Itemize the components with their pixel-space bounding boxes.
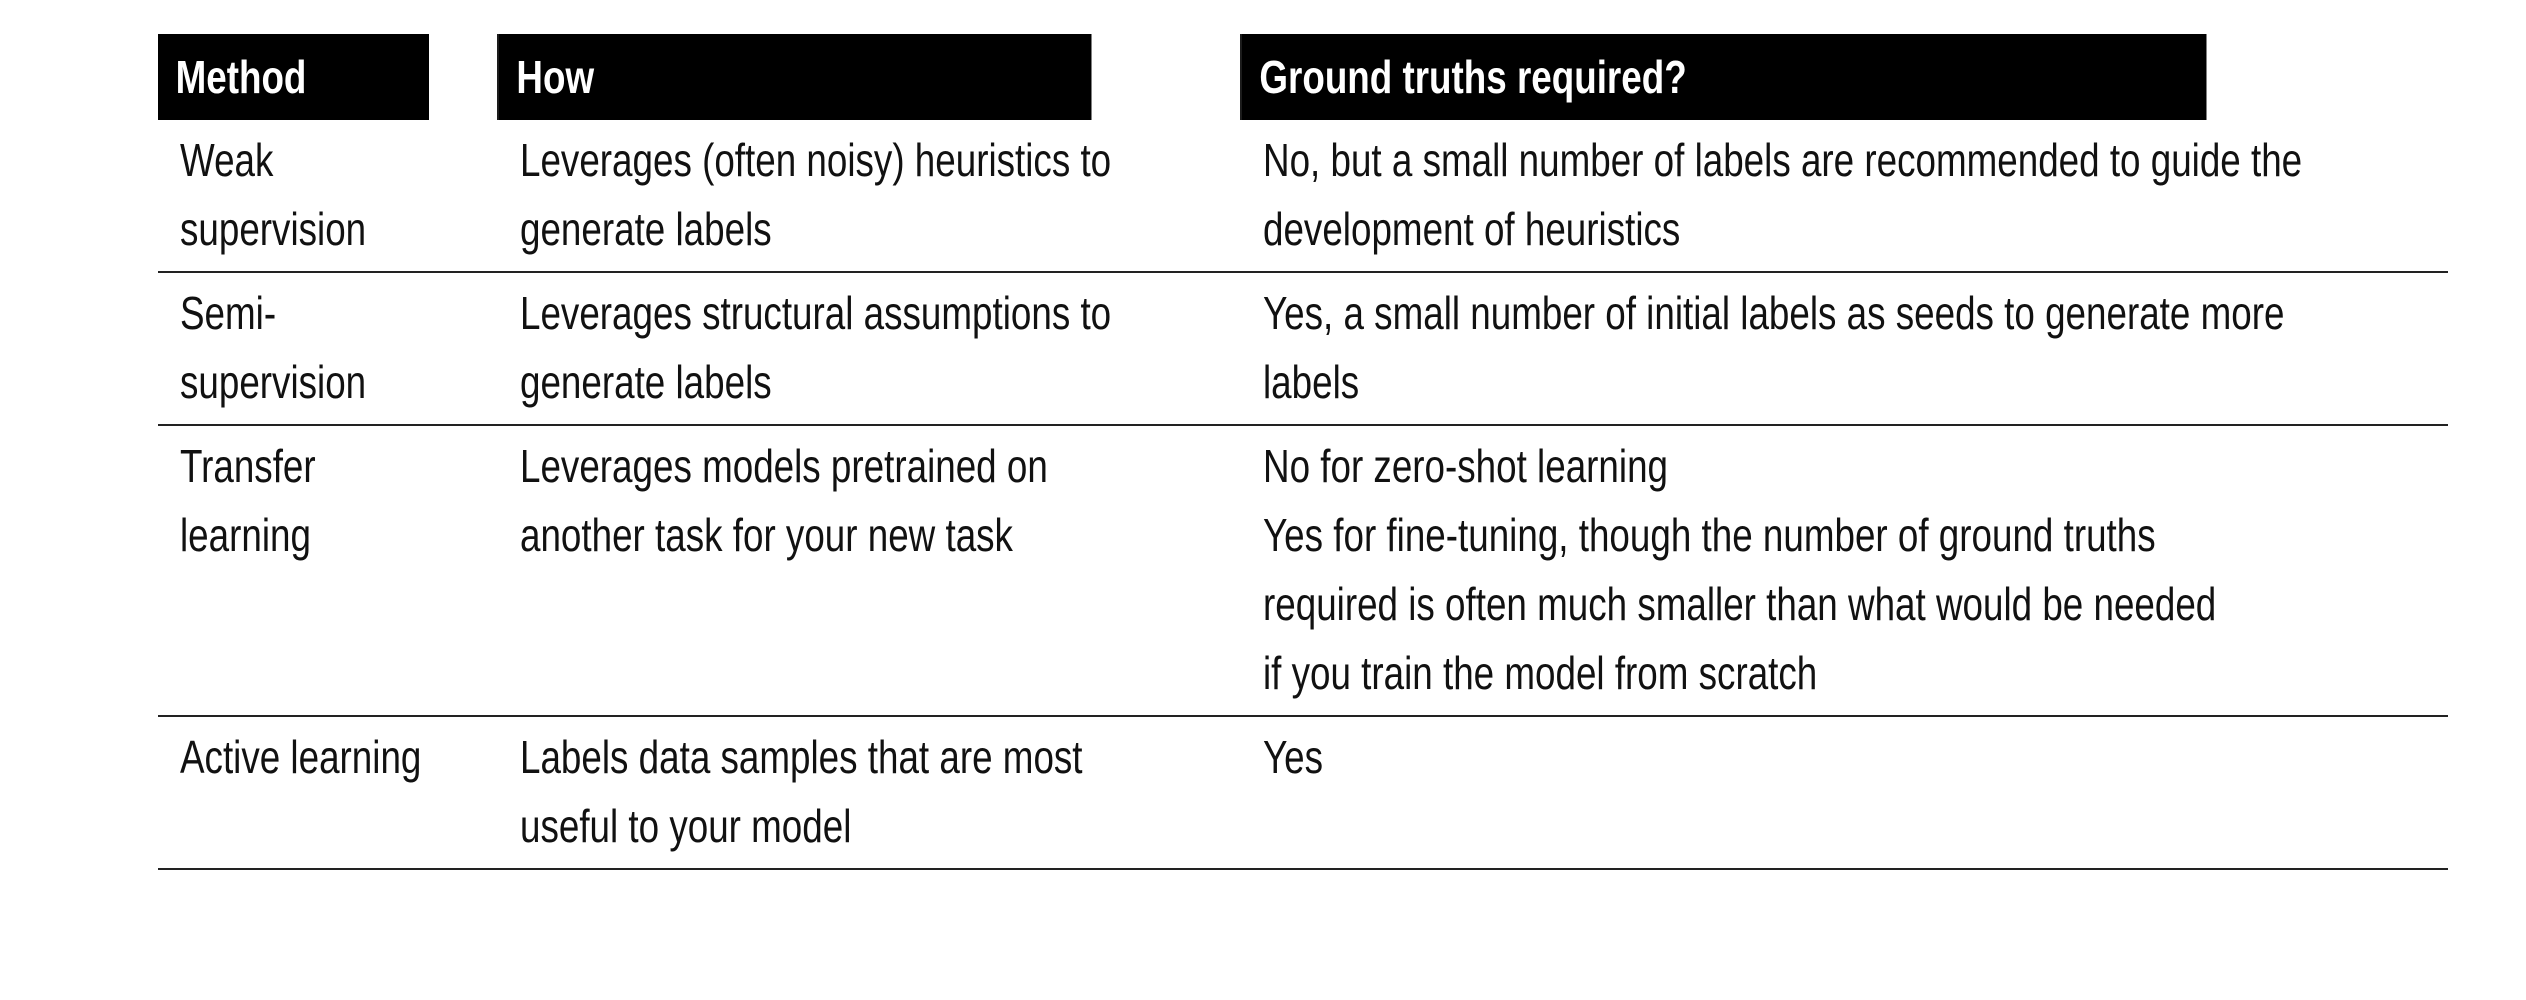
cell-method: Active learning: [158, 716, 498, 870]
cell-ground-truths: Yes: [1241, 716, 2448, 870]
table-header: Method How Ground truths required?: [158, 34, 2448, 120]
cell-line: another task for your new task: [520, 509, 1013, 561]
table-row: Weak supervision Leverages (often noisy)…: [158, 120, 2448, 273]
cell-line: supervision: [180, 356, 367, 408]
table-row: Active learning Labels data samples that…: [158, 716, 2448, 870]
table-row: Transfer learning Leverages models pretr…: [158, 425, 2448, 717]
cell-how: Labels data samples that are most useful…: [498, 716, 1241, 870]
cell-method: Weak supervision: [158, 120, 498, 273]
cell-line: Active learning: [180, 731, 422, 783]
cell-how: Leverages models pretrained on another t…: [498, 425, 1241, 717]
cell-line: Labels data samples that are most: [520, 731, 1083, 783]
cell-line: No, but a small number of labels are rec…: [1263, 134, 2303, 186]
header-row: Method How Ground truths required?: [158, 34, 2448, 120]
cell-line: Leverages structural assumptions to: [520, 287, 1112, 339]
cell-line: learning: [180, 509, 311, 561]
cell-how: Leverages structural assumptions to gene…: [498, 272, 1241, 426]
cell-line: development of heuristics: [1263, 203, 1681, 255]
cell-how: Leverages (often noisy) heuristics to ge…: [498, 120, 1241, 273]
cell-line: Semi-: [180, 287, 277, 339]
cell-line: labels: [1263, 356, 1360, 408]
cell-ground-truths: No, but a small number of labels are rec…: [1241, 120, 2448, 273]
header-how: How: [497, 34, 1093, 120]
cell-line: Leverages models pretrained on: [520, 440, 1048, 492]
cell-line: if you train the model from scratch: [1263, 647, 1818, 699]
cell-method: Transfer learning: [158, 425, 498, 717]
cell-line: Yes for fine-tuning, though the number o…: [1263, 509, 2156, 561]
cell-line: Transfer: [180, 440, 316, 492]
cell-line: No for zero-shot learning: [1263, 440, 1668, 492]
cell-line: generate labels: [520, 356, 772, 408]
cell-ground-truths: Yes, a small number of initial labels as…: [1241, 272, 2448, 426]
cell-line: useful to your model: [520, 800, 852, 852]
table-body: Weak supervision Leverages (often noisy)…: [158, 120, 2448, 870]
cell-line: required is often much smaller than what…: [1263, 578, 2217, 630]
cell-line: generate labels: [520, 203, 772, 255]
methods-table-container: Method How Ground truths required? Weak …: [158, 34, 2448, 870]
methods-table: Method How Ground truths required? Weak …: [158, 34, 2448, 870]
cell-method: Semi- supervision: [158, 272, 498, 426]
table-row: Semi- supervision Leverages structural a…: [158, 272, 2448, 426]
cell-line: Yes, a small number of initial labels as…: [1263, 287, 2285, 339]
header-method: Method: [158, 34, 430, 120]
cell-line: Weak: [180, 134, 274, 186]
cell-line: supervision: [180, 203, 367, 255]
cell-line: Yes: [1263, 731, 1324, 783]
cell-line: Leverages (often noisy) heuristics to: [520, 134, 1112, 186]
header-ground-truths: Ground truths required?: [1240, 34, 2207, 120]
cell-ground-truths: No for zero-shot learning Yes for fine-t…: [1241, 425, 2448, 717]
